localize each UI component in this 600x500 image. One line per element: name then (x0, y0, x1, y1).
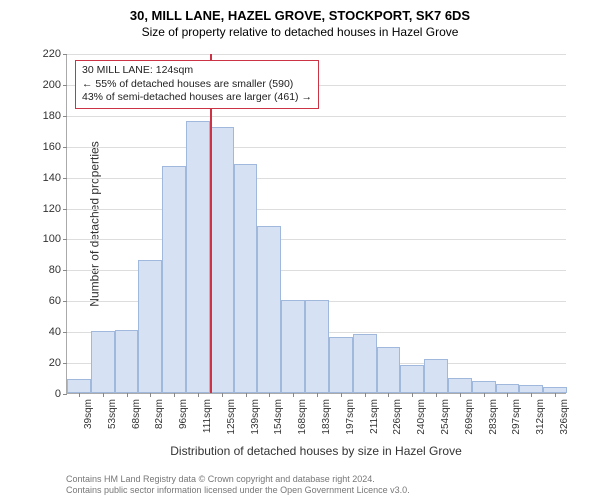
annotation-line: 30 MILL LANE: 124sqm (82, 64, 312, 78)
x-tick-label: 96sqm (178, 399, 189, 429)
chart-title: 30, MILL LANE, HAZEL GROVE, STOCKPORT, S… (0, 0, 600, 23)
x-tick-mark (317, 393, 318, 397)
x-tick-mark (531, 393, 532, 397)
x-tick-mark (484, 393, 485, 397)
x-tick-label: 312sqm (535, 399, 546, 435)
gridline (67, 147, 566, 148)
histogram-bar (257, 226, 281, 393)
x-tick-mark (222, 393, 223, 397)
x-tick-mark (507, 393, 508, 397)
x-tick-label: 39sqm (83, 399, 94, 429)
x-tick-mark (103, 393, 104, 397)
x-tick-mark (412, 393, 413, 397)
x-tick-mark (246, 393, 247, 397)
gridline (67, 54, 566, 55)
x-tick-mark (174, 393, 175, 397)
plot-area: 30 MILL LANE: 124sqm ← 55% of detached h… (66, 54, 566, 394)
annotation-line: 43% of semi-detached houses are larger (… (82, 91, 312, 105)
footnote-line: Contains public sector information licen… (66, 485, 566, 496)
x-tick-mark (341, 393, 342, 397)
x-tick-label: 68sqm (131, 399, 142, 429)
histogram-bar (67, 379, 91, 393)
y-tick-label: 180 (43, 110, 61, 122)
footnote-line: Contains HM Land Registry data © Crown c… (66, 474, 566, 485)
x-tick-mark (293, 393, 294, 397)
x-tick-label: 254sqm (440, 399, 451, 435)
y-tick-label: 160 (43, 141, 61, 153)
x-tick-label: 269sqm (464, 399, 475, 435)
x-tick-label: 125sqm (226, 399, 237, 435)
histogram-bar (424, 359, 448, 393)
histogram-bar (472, 381, 496, 393)
histogram-bar (519, 385, 543, 393)
x-tick-mark (388, 393, 389, 397)
histogram-bar (329, 337, 353, 393)
x-tick-mark (555, 393, 556, 397)
y-tick-label: 120 (43, 203, 61, 215)
gridline (67, 116, 566, 117)
gridline (67, 239, 566, 240)
x-tick-label: 297sqm (511, 399, 522, 435)
histogram-bar (448, 378, 472, 393)
x-tick-mark (460, 393, 461, 397)
histogram-bar (186, 121, 210, 393)
x-tick-label: 111sqm (202, 399, 213, 433)
x-tick-label: 139sqm (250, 399, 261, 435)
x-axis-label: Distribution of detached houses by size … (66, 444, 566, 458)
x-tick-label: 183sqm (321, 399, 332, 435)
x-tick-mark (436, 393, 437, 397)
y-tick-label: 140 (43, 172, 61, 184)
histogram-bar (353, 334, 377, 393)
x-tick-mark (127, 393, 128, 397)
histogram-bar (162, 166, 186, 393)
x-tick-label: 53sqm (107, 399, 118, 429)
x-tick-mark (150, 393, 151, 397)
x-tick-mark (269, 393, 270, 397)
histogram-bar (400, 365, 424, 393)
gridline (67, 178, 566, 179)
y-tick-label: 100 (43, 233, 61, 245)
y-tick-label: 60 (49, 295, 61, 307)
y-tick-label: 80 (49, 264, 61, 276)
x-tick-label: 326sqm (559, 399, 570, 435)
annotation-box: 30 MILL LANE: 124sqm ← 55% of detached h… (75, 60, 319, 109)
x-tick-mark (198, 393, 199, 397)
histogram-bar (91, 331, 115, 393)
x-tick-label: 226sqm (392, 399, 403, 435)
x-tick-label: 154sqm (273, 399, 284, 435)
x-tick-label: 197sqm (345, 399, 356, 435)
histogram-bar (305, 300, 329, 393)
x-tick-label: 211sqm (369, 399, 380, 434)
histogram-bar (115, 330, 139, 393)
histogram-bar (281, 300, 305, 393)
y-tick-label: 200 (43, 79, 61, 91)
y-tick-label: 40 (49, 326, 61, 338)
x-tick-mark (79, 393, 80, 397)
chart-container: 30, MILL LANE, HAZEL GROVE, STOCKPORT, S… (0, 0, 600, 500)
histogram-bar (234, 164, 258, 393)
x-tick-mark (365, 393, 366, 397)
chart-subtitle: Size of property relative to detached ho… (0, 23, 600, 39)
x-tick-label: 240sqm (416, 399, 427, 435)
x-tick-label: 283sqm (488, 399, 499, 435)
histogram-bar (496, 384, 520, 393)
histogram-bar (138, 260, 162, 393)
y-tick-label: 220 (43, 48, 61, 60)
annotation-line: ← 55% of detached houses are smaller (59… (82, 78, 312, 92)
y-tick-label: 20 (49, 357, 61, 369)
x-tick-label: 168sqm (297, 399, 308, 435)
gridline (67, 209, 566, 210)
histogram-bar (377, 347, 401, 393)
footnote: Contains HM Land Registry data © Crown c… (66, 474, 566, 496)
x-tick-label: 82sqm (154, 399, 165, 429)
histogram-bar (210, 127, 234, 393)
y-tick-label: 0 (55, 388, 61, 400)
